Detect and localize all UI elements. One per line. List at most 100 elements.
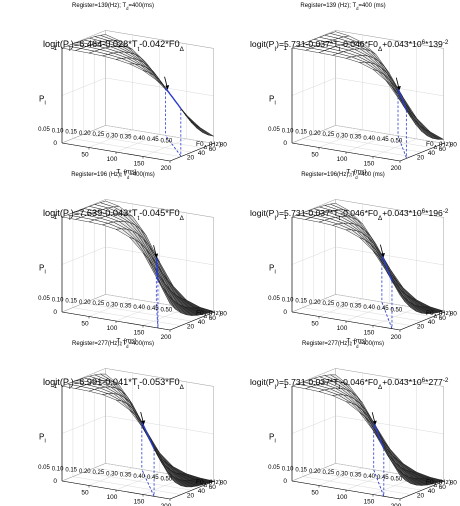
y-tick-label: 80 bbox=[450, 141, 458, 148]
x-tick-label: 100 bbox=[107, 494, 118, 501]
surface-patch bbox=[156, 277, 176, 310]
x-tick-label: 50 bbox=[81, 152, 89, 159]
x-tick-label: 50 bbox=[81, 321, 89, 328]
y-tick-label: 40 bbox=[428, 488, 436, 495]
threshold-tick-label: 0.40 bbox=[363, 474, 375, 480]
x-tick-label: 50 bbox=[311, 490, 319, 497]
model-equation: logit(PI)=5.731-0.037*Tt-0.046*F0Δ+0.043… bbox=[250, 208, 449, 222]
floor-gridline bbox=[83, 472, 192, 491]
floor-gridline bbox=[302, 476, 411, 495]
threshold-tick-label: 0.45 bbox=[377, 306, 389, 312]
x-tick-label: 150 bbox=[134, 161, 145, 168]
panel-title: Register=277(Hz); Td=400(ms) bbox=[302, 341, 384, 349]
y-tick-label: 40 bbox=[428, 150, 436, 157]
y-axis-line bbox=[399, 312, 444, 331]
threshold-tick-label: 0.30 bbox=[336, 471, 348, 477]
equation-arrowhead bbox=[381, 253, 385, 258]
y-axis-label: F0Δ (Hz) bbox=[196, 479, 221, 489]
threshold-tick-label: 0.05 bbox=[268, 465, 280, 471]
y-axis-line bbox=[169, 143, 214, 162]
threshold-tick-label: 0.15 bbox=[65, 130, 77, 136]
equation-arrowhead bbox=[154, 253, 159, 259]
threshold-tick-label: 0.25 bbox=[93, 301, 105, 307]
wall-gridline bbox=[291, 77, 336, 96]
y-tick-label: 40 bbox=[198, 150, 206, 157]
y-tick-label: 20 bbox=[187, 493, 195, 500]
z-axis-label: PI bbox=[39, 433, 46, 445]
threshold-tick-label: 0.30 bbox=[106, 133, 118, 139]
threshold-contour-line bbox=[141, 421, 155, 450]
z-tick-label: 1 bbox=[283, 383, 287, 390]
y-tick-label: 80 bbox=[220, 310, 228, 317]
x-tick-label: 100 bbox=[337, 325, 348, 332]
threshold-projection-line bbox=[141, 469, 155, 497]
surface-panel: 0.05 0.10 0.15 0.20 0.25 0.30 0.35 0.40 0.45 0.50… bbox=[230, 169, 460, 347]
x-tick-label: 150 bbox=[364, 161, 375, 168]
threshold-tick-label: 0.40 bbox=[363, 305, 375, 311]
threshold-tick-label: 0.05 bbox=[38, 127, 50, 133]
floor-gridline bbox=[94, 129, 203, 148]
y-axis-label: F0Δ (Hz) bbox=[196, 141, 221, 151]
floor-gridline bbox=[313, 303, 422, 322]
threshold-tick-label: 0.25 bbox=[93, 132, 105, 138]
z-tick-label: 1 bbox=[283, 214, 287, 221]
threshold-contour-line bbox=[373, 421, 385, 449]
equation-arrowhead bbox=[165, 85, 170, 90]
threshold-tick-label: 0.20 bbox=[309, 469, 321, 475]
y-tick-label: 60 bbox=[439, 315, 447, 322]
x-tick-label: 200 bbox=[161, 334, 172, 341]
threshold-tick-label: 0.50 bbox=[391, 476, 403, 482]
y-tick-label: 20 bbox=[417, 324, 425, 331]
wall-gridline bbox=[291, 246, 336, 265]
surface-plot: 0.05 0.10 0.15 0.20 0.25 0.30 0.35 0.40 0.45 0.50… bbox=[250, 341, 457, 506]
x-axis-label: Tt (ms) bbox=[346, 168, 366, 178]
floor-gridline bbox=[83, 134, 192, 153]
floor-gridline bbox=[324, 298, 433, 317]
floor-gridline bbox=[302, 138, 411, 157]
threshold-tick-label: 0.20 bbox=[79, 300, 91, 306]
y-tick-label: 20 bbox=[187, 155, 195, 162]
floor-gridline bbox=[72, 476, 181, 495]
threshold-tick-label: 0.50 bbox=[391, 307, 403, 313]
y-axis-line bbox=[169, 312, 214, 331]
threshold-tick-label: 0.35 bbox=[350, 135, 362, 141]
threshold-tick-label: 0.35 bbox=[350, 473, 362, 479]
y-axis-label: F0Δ (Hz) bbox=[426, 310, 451, 320]
x-tick-label: 200 bbox=[391, 165, 402, 172]
surface-plot: 0.05 0.10 0.15 0.20 0.25 0.30 0.35 0.40 0.45 0.50… bbox=[38, 3, 227, 178]
threshold-tick-label: 0.15 bbox=[295, 468, 307, 474]
y-tick-label: 60 bbox=[209, 146, 217, 153]
floor-gridline bbox=[324, 129, 433, 148]
threshold-tick-label: 0.40 bbox=[133, 474, 145, 480]
threshold-tick-label: 0.05 bbox=[268, 127, 280, 133]
z-tick-label: 0 bbox=[53, 478, 57, 485]
wall-gridline bbox=[335, 415, 444, 435]
threshold-tick-label: 0.30 bbox=[106, 302, 118, 308]
threshold-tick-label: 0.10 bbox=[282, 297, 294, 303]
panel-title: Register=196 (Hz); Td=400(ms) bbox=[71, 172, 155, 180]
wall-gridline bbox=[105, 246, 214, 266]
surface-panel: 0.05 0.10 0.15 0.20 0.25 0.30 0.35 0.40 0.45 0.50… bbox=[0, 169, 230, 347]
threshold-projection-line bbox=[397, 135, 407, 158]
threshold-tick-label: 0.35 bbox=[120, 473, 132, 479]
x-tick-label: 200 bbox=[391, 334, 402, 341]
threshold-tick-label: 0.25 bbox=[323, 470, 335, 476]
wall-gridline bbox=[335, 77, 444, 97]
y-tick-label: 60 bbox=[439, 146, 447, 153]
y-axis-label: F0Δ (Hz) bbox=[426, 479, 451, 489]
threshold-tick-label: 0.20 bbox=[79, 469, 91, 475]
z-axis-label: PI bbox=[269, 433, 276, 445]
surface-panel: 0.05 0.10 0.15 0.20 0.25 0.30 0.35 0.40 0.45 0.50… bbox=[230, 0, 460, 178]
threshold-tick-label: 0.45 bbox=[377, 137, 389, 143]
threshold-tick-label: 0.25 bbox=[323, 132, 335, 138]
floor-gridline bbox=[83, 303, 192, 322]
floor-gridline bbox=[313, 134, 422, 153]
surface-panel: 0.05 0.10 0.15 0.20 0.25 0.30 0.35 0.40 0.45 0.50… bbox=[230, 338, 460, 506]
x-axis-label: Tt (ms) bbox=[346, 337, 366, 347]
threshold-tick-label: 0.10 bbox=[282, 466, 294, 472]
wall-gridline bbox=[335, 246, 444, 266]
z-axis-label: PI bbox=[39, 95, 46, 107]
threshold-tick-label: 0.35 bbox=[120, 304, 132, 310]
surface-panel: 0.05 0.10 0.15 0.20 0.25 0.30 0.35 0.40 0.45 0.50… bbox=[0, 0, 230, 178]
threshold-contour-line bbox=[155, 255, 159, 281]
